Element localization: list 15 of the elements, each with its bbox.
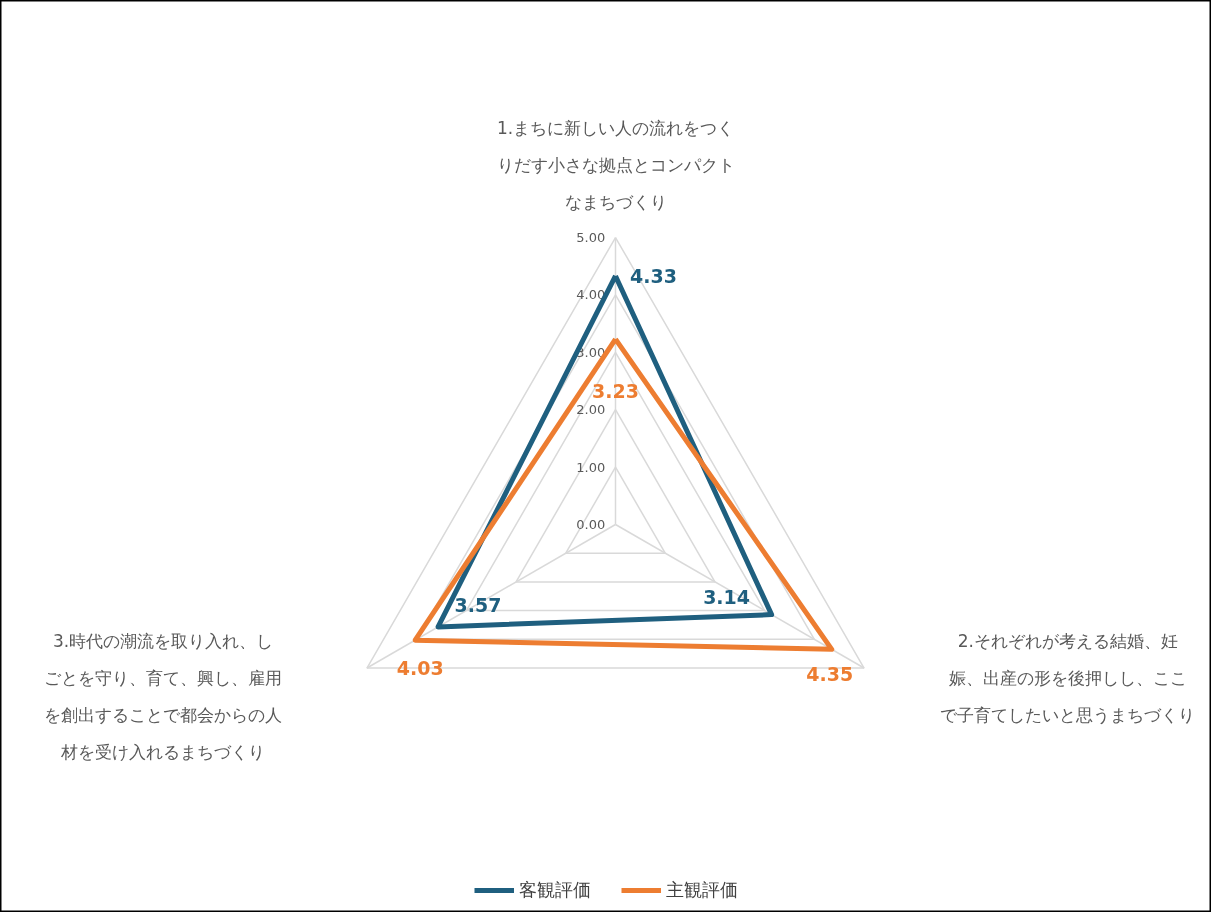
data-label: 4.35: [806, 663, 854, 686]
spoke-label: 3.時代の潮流を取り入れ、しごとを守り、育て、興し、雇用を創出することで都会からの人材を受け入れるまちづくり: [44, 630, 283, 762]
legend-label: 主観評価: [665, 878, 738, 902]
y-tick-label: 0.00: [576, 517, 606, 532]
spoke-label: 1.まちに新しい人の流れをつくりだす小さな拠点とコンパクトなまちづくり: [496, 117, 735, 212]
y-tick-label: 2.00: [576, 402, 606, 418]
data-label: 3.14: [703, 585, 751, 608]
data-label: 4.03: [396, 657, 444, 680]
y-tick-label: 1.00: [576, 459, 606, 475]
data-label: 4.33: [630, 264, 677, 287]
spoke-label: 2.それぞれが考える結婚、妊娠、出産の形を後押しし、ここで子育てしたいと思うまちづくり: [940, 630, 1196, 725]
y-tick-label: 5.00: [576, 230, 606, 245]
data-label: 3.57: [454, 593, 502, 616]
data-label: 3.23: [592, 380, 639, 403]
legend-label: 客観評価: [518, 878, 591, 902]
